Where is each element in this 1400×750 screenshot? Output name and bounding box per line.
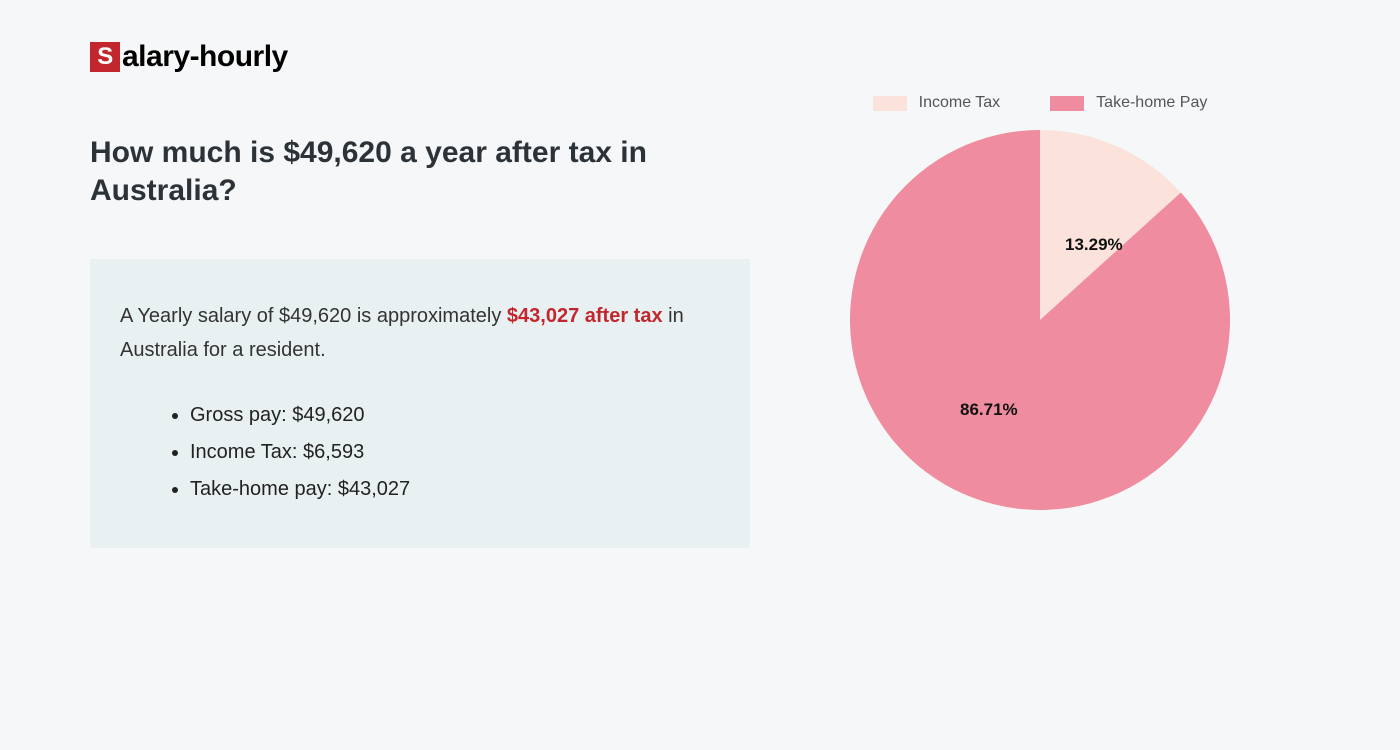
bullet-list: Gross pay: $49,620 Income Tax: $6,593 Ta… [120,397,720,508]
main-content: How much is $49,620 a year after tax in … [90,134,1310,548]
legend-label: Take-home Pay [1096,94,1207,112]
pie-slice-label: 13.29% [1065,235,1123,255]
info-box: A Yearly salary of $49,620 is approximat… [90,259,750,548]
list-item: Take-home pay: $43,027 [190,471,720,508]
logo-text: alary-hourly [122,40,288,74]
chart-legend: Income Tax Take-home Pay [830,94,1250,112]
legend-label: Income Tax [919,94,1001,112]
summary-text: A Yearly salary of $49,620 is approximat… [120,299,720,367]
pie-slice-label: 86.71% [960,400,1018,420]
page-title: How much is $49,620 a year after tax in … [90,134,750,209]
legend-item-income-tax: Income Tax [873,94,1001,112]
legend-item-take-home: Take-home Pay [1050,94,1207,112]
logo-badge: S [90,42,120,72]
list-item: Gross pay: $49,620 [190,397,720,434]
left-column: How much is $49,620 a year after tax in … [90,134,750,548]
legend-swatch [1050,96,1084,111]
pie-svg [850,130,1230,510]
list-item: Income Tax: $6,593 [190,434,720,471]
site-logo: Salary-hourly [90,40,1310,74]
pie-chart: 13.29% 86.71% [850,130,1230,510]
legend-swatch [873,96,907,111]
summary-highlight: $43,027 after tax [507,305,663,327]
summary-pre: A Yearly salary of $49,620 is approximat… [120,305,507,327]
chart-column: Income Tax Take-home Pay 13.29% 86.71% [830,94,1250,510]
